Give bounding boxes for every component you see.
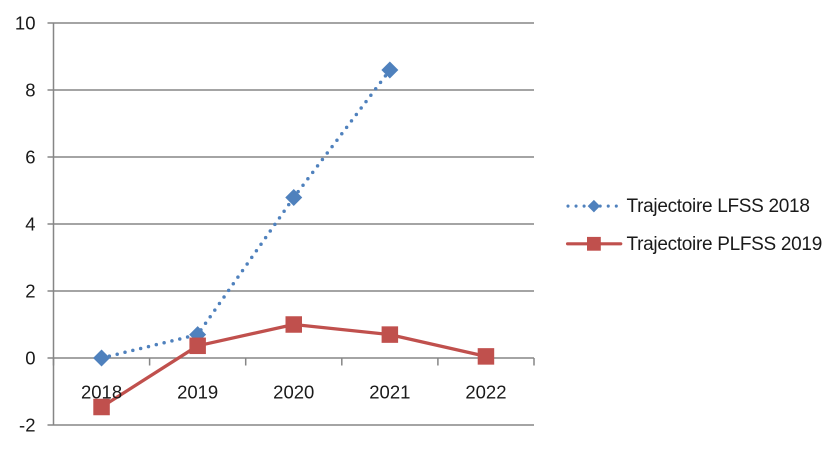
svg-text:2018: 2018 [81, 382, 122, 403]
svg-text:2019: 2019 [177, 382, 218, 403]
svg-text:Trajectoire LFSS 2018: Trajectoire LFSS 2018 [627, 196, 810, 217]
svg-text:2021: 2021 [369, 382, 410, 403]
svg-text:6: 6 [25, 146, 35, 167]
svg-text:8: 8 [25, 79, 35, 100]
svg-text:10: 10 [15, 12, 36, 33]
svg-text:4: 4 [25, 213, 35, 234]
svg-text:0: 0 [25, 347, 35, 368]
svg-text:2022: 2022 [465, 382, 506, 403]
svg-text:2: 2 [25, 280, 35, 301]
svg-text:Trajectoire PLFSS 2019: Trajectoire PLFSS 2019 [627, 234, 822, 255]
svg-text:2020: 2020 [273, 382, 314, 403]
svg-text:-2: -2 [19, 414, 35, 435]
